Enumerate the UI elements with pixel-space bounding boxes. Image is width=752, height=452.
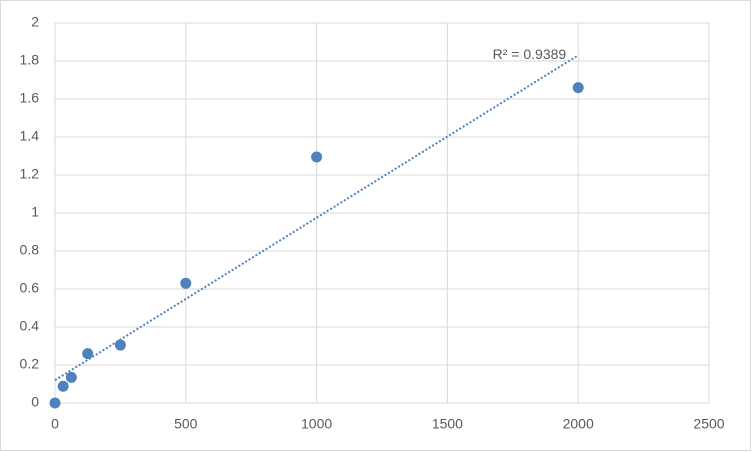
point [572,82,584,94]
point [57,380,69,392]
x-tick-label: 0 [51,416,59,432]
y-tick-label: 0 [31,394,39,410]
trendline [54,54,579,382]
x-tick-label: 2500 [693,416,724,432]
point [180,277,192,289]
y-tick-label: 1.6 [20,90,40,106]
y-tick-label: 1.4 [20,128,40,144]
r-squared-label: R² = 0.9389 [493,46,567,62]
point [114,339,126,351]
x-tick-label: 1000 [301,416,332,432]
y-tick-label: 1 [31,204,39,220]
x-tick-label: 1500 [432,416,463,432]
point [49,397,61,409]
y-tick-label: 1.2 [20,166,40,182]
point [65,371,77,383]
x-tick-label: 2000 [563,416,594,432]
y-tick-label: 0.2 [20,356,40,372]
y-tick-label: 0.8 [20,242,40,258]
x-tick-label: 500 [174,416,198,432]
y-tick-label: 0.4 [20,318,40,334]
y-tick-label: 0.6 [20,280,40,296]
y-tick-label: 1.8 [20,52,40,68]
y-tick-label: 2 [31,14,39,30]
point [82,348,94,360]
point [311,151,323,163]
